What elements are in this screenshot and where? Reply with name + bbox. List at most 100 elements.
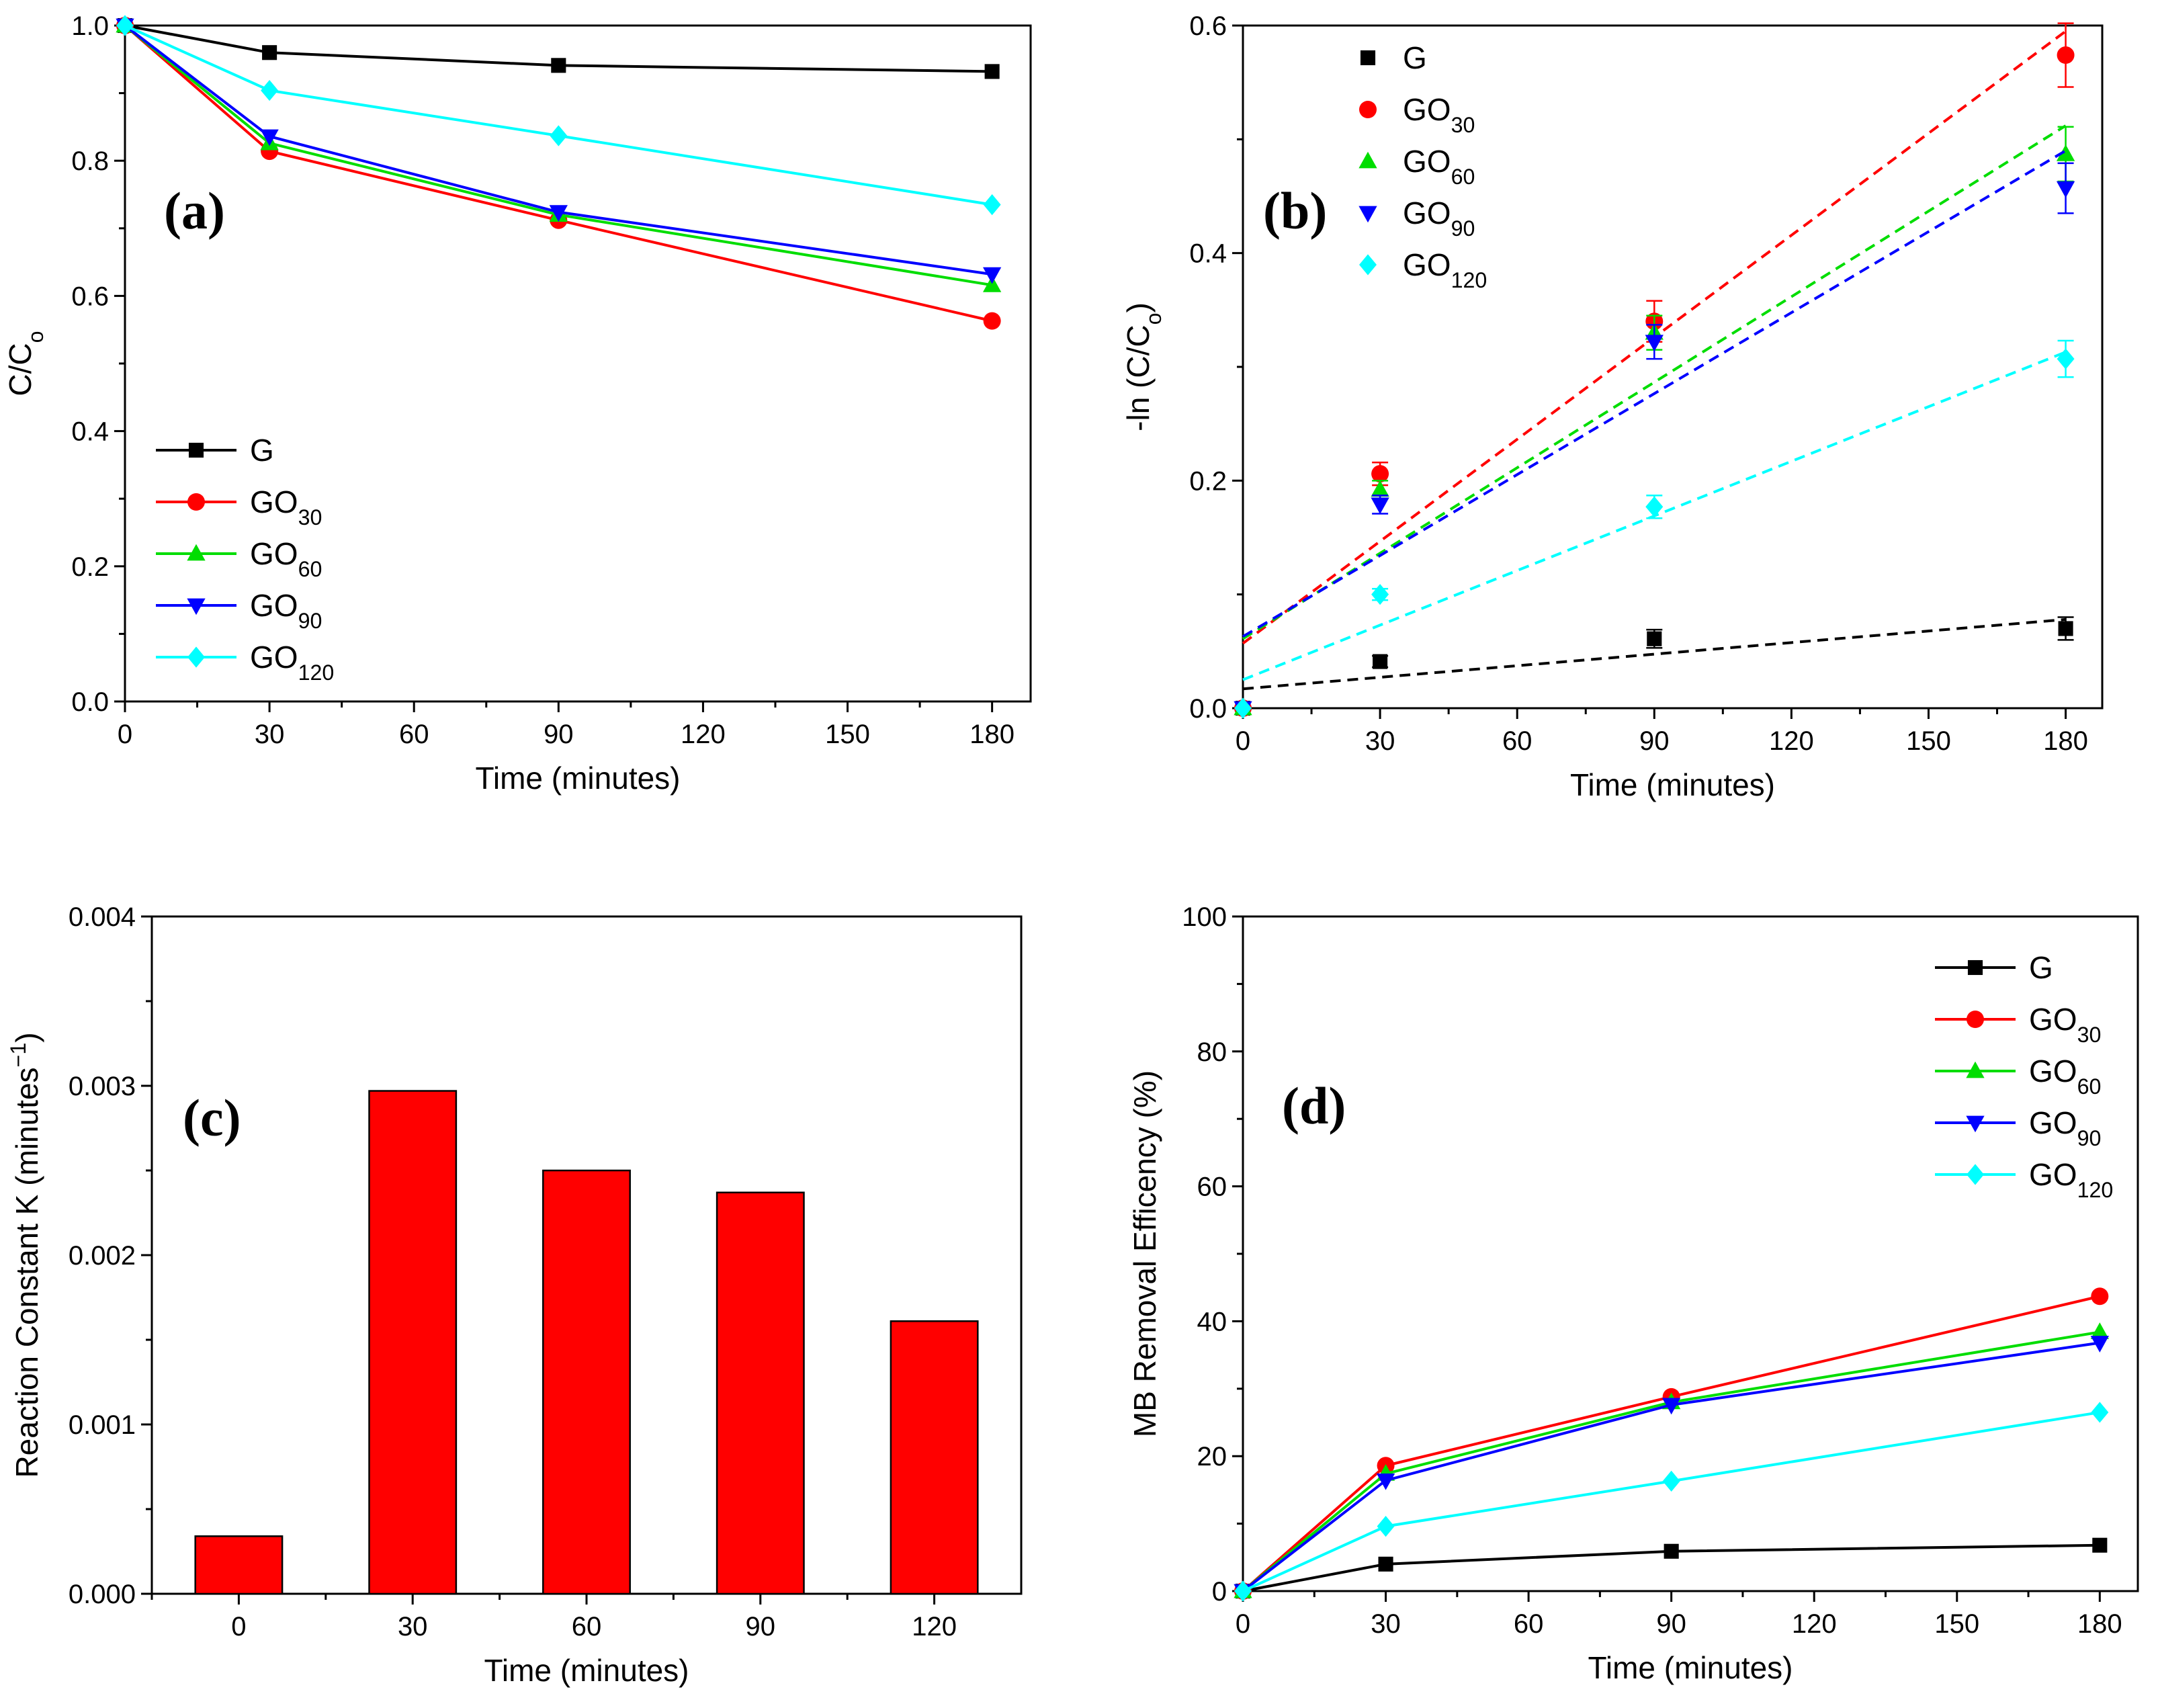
data-point (2091, 1402, 2109, 1423)
data-point (549, 205, 568, 222)
y-axis-label-part: Reaction Constant K (minutes (9, 1067, 44, 1478)
legend-label: G (250, 433, 274, 468)
y-axis-label-part: −1 (6, 1043, 30, 1068)
y-tick-label: 0.6 (71, 282, 109, 311)
data-point (984, 64, 1000, 79)
x-tick-label: 0 (118, 720, 132, 749)
data-point (1371, 480, 1389, 497)
legend-label: G (1403, 40, 1427, 75)
y-axis-label-part: ) (9, 1032, 44, 1042)
legend-label-part: 120 (2077, 1178, 2114, 1202)
y-axis-label-part: -ln (C/C (1121, 325, 1156, 431)
y-tick-label: 100 (1182, 902, 1227, 932)
y-tick-label: 0.0 (1189, 694, 1227, 724)
x-tick-label: 60 (1502, 726, 1533, 756)
y-tick-label: 0.0 (71, 687, 109, 717)
data-point (1234, 697, 1252, 719)
data-point (1377, 1516, 1395, 1537)
x-axis-label: Time (minutes) (476, 761, 681, 796)
y-tick-label: 0.8 (71, 146, 109, 176)
data-point (1371, 584, 1389, 605)
x-tick-label: 90 (544, 720, 574, 749)
y-tick-label: 0.004 (69, 902, 136, 932)
legend-label-part: GO (2029, 1054, 2077, 1088)
series-line (1242, 1330, 2100, 1592)
chart-panel-a: 0.0 0.2 0.4 0.6 0.8 1.0 C/Co Time (minutes) (a) 0… (3, 11, 1032, 796)
data-point (983, 312, 1001, 330)
data-point (1662, 1470, 1680, 1492)
x-tick-label: 60 (1514, 1609, 1544, 1639)
series-GO120 (1234, 339, 2075, 719)
data-point (2057, 348, 2075, 370)
legend: G GO30 GO60 GO90 GO120 (1358, 40, 1487, 292)
panel-label: (c) (183, 1088, 241, 1147)
chart-panel-c: 0.000 0.001 0.002 0.003 0.004 Reaction Consta… (6, 902, 1023, 1688)
legend-marker (1967, 1164, 1984, 1185)
legend-marker (1359, 101, 1377, 118)
bar (890, 1320, 979, 1595)
series-GO60 (1234, 124, 2075, 716)
x-tick-label: 0 (1236, 726, 1250, 756)
x-tick-label: 60 (572, 1612, 602, 1641)
y-tick-label: 0.003 (69, 1072, 136, 1101)
data-point (2057, 46, 2075, 65)
data-point (983, 194, 1001, 216)
series-G (1235, 1537, 2108, 1599)
y-tick-label: 0.4 (71, 417, 109, 447)
legend-label-part: 30 (298, 505, 322, 529)
legend-label: GO60 (1403, 144, 1475, 189)
data-point (260, 129, 279, 146)
x-axis-label: Time (minutes) (484, 1653, 689, 1688)
y-tick-label: 0 (1212, 1577, 1227, 1607)
x-tick-label: 30 (1365, 726, 1395, 756)
fit-line (1242, 124, 2067, 640)
x-axis-label: Time (minutes) (1570, 767, 1775, 802)
legend-label: GO90 (2029, 1105, 2101, 1150)
legend-label-part: GO (250, 588, 298, 623)
y-axis-label: MB Removal Efficency (%) (1127, 1070, 1162, 1437)
y-axis-label-part: ) (1121, 302, 1156, 312)
legend-label-part: 60 (1451, 165, 1475, 189)
legend-label: GO60 (250, 536, 322, 581)
data-point (1662, 1398, 1681, 1415)
data-point (116, 15, 134, 36)
legend-label-part: 30 (2077, 1023, 2102, 1047)
series-line (124, 24, 992, 276)
legend-label-part: 90 (298, 609, 322, 633)
series-GO120 (1234, 1402, 2109, 1602)
x-tick-label: 150 (825, 720, 870, 749)
legend-label: GO120 (2029, 1157, 2113, 1202)
panel-label: (a) (164, 181, 225, 240)
legend-label: GO30 (1403, 92, 1475, 137)
legend-label-part: 120 (1451, 268, 1487, 292)
data-point (982, 267, 1002, 284)
legend-marker (1359, 254, 1377, 275)
x-tick-label: 120 (912, 1612, 957, 1641)
data-point (1647, 631, 1662, 646)
legend-label-part: GO (1403, 247, 1451, 282)
x-tick-label: 120 (1792, 1609, 1837, 1639)
legend-label-part: G (2029, 950, 2053, 985)
data-point (2090, 1322, 2109, 1339)
legend-marker (1358, 206, 1377, 223)
legend-label-part: GO (2029, 1105, 2077, 1140)
legend-label-part: GO (250, 536, 298, 571)
series-line (1242, 1341, 2100, 1592)
y-tick-label: 0.4 (1189, 239, 1227, 269)
series-GO90 (1234, 1336, 2109, 1601)
x-tick-label: 120 (1769, 726, 1814, 756)
y-axis-label: C/Co (3, 331, 48, 396)
legend-label: GO90 (1403, 196, 1475, 241)
data-point (2058, 621, 2073, 636)
y-tick-label: 0.001 (69, 1410, 136, 1440)
y-tick-label: 0.6 (1189, 11, 1227, 41)
x-tick-label: 180 (969, 720, 1015, 749)
x-tick-label: 90 (1656, 1609, 1686, 1639)
legend-label: GO90 (250, 588, 322, 633)
y-axis-label-part: MB Removal Efficency (%) (1127, 1070, 1162, 1437)
legend-marker (187, 646, 205, 668)
legend-marker (188, 442, 204, 458)
